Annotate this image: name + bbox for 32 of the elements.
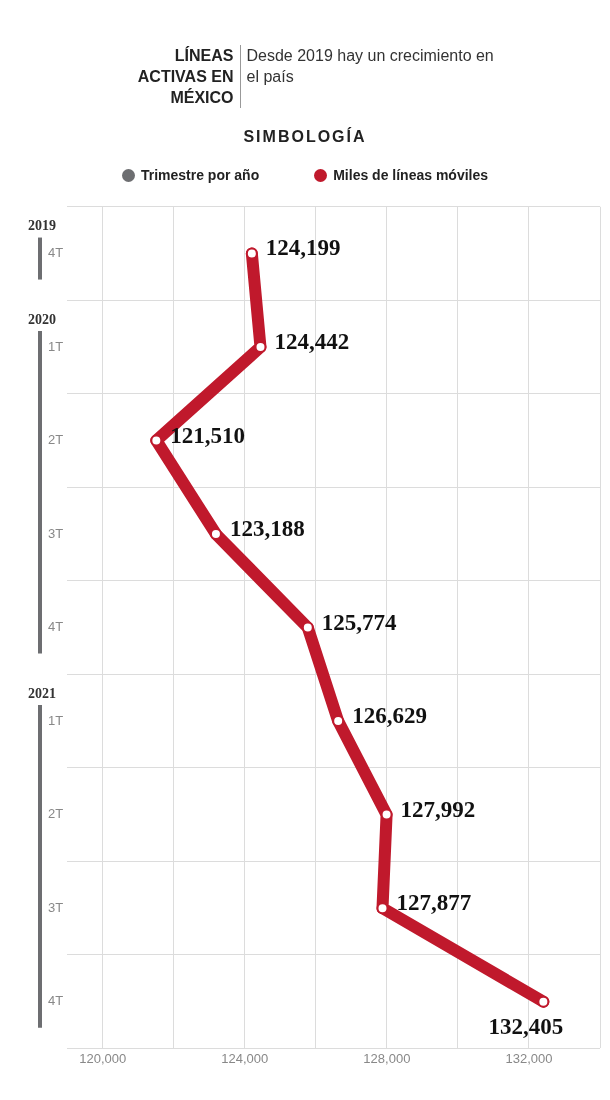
x-tick-label: 120,000 [79, 1050, 127, 1066]
y-tick-label: 1T [48, 338, 64, 354]
text: 124,199 [265, 235, 341, 261]
text: 123,188 [229, 516, 305, 542]
point [209, 528, 222, 541]
legend-title: SIMBOLOGÍA [242, 128, 368, 146]
chart-subtitle: Desde 2019 hay un crecimiento en el país [245, 46, 495, 87]
text: 124,442 [274, 329, 350, 354]
text: 127,877 [396, 890, 472, 916]
legend-label: Miles de líneas móviles [333, 167, 489, 183]
y-tick-label: 2T [48, 806, 64, 822]
x-tick-label: 128,000 [363, 1050, 411, 1066]
point [537, 995, 550, 1008]
text: 127,992 [400, 796, 476, 822]
chart-title: LÍNEAS ACTIVAS EN MÉXICO [113, 45, 241, 108]
y-tick-label: 3T [48, 525, 64, 541]
text: 126,629 [352, 703, 427, 729]
y-tick-label: 4T [48, 619, 64, 635]
y-tick-label: 2T [48, 432, 64, 448]
text: 2020 [28, 311, 56, 327]
text: 125,774 [321, 609, 397, 635]
text: 121,510 [170, 422, 246, 448]
y-tick-label: 3T [48, 899, 64, 915]
x-tick-label: 124,000 [221, 1050, 269, 1066]
text: 132,405 [488, 1013, 564, 1039]
y-tick-label: 4T [48, 245, 64, 261]
y-tick-label: 1T [48, 712, 64, 728]
text: Trimestre por año [140, 167, 260, 183]
text: 2021 [28, 685, 56, 701]
text: 2019 [28, 218, 56, 234]
x-tick-label: 132,000 [505, 1050, 553, 1066]
y-tick-label: 4T [48, 993, 64, 1009]
